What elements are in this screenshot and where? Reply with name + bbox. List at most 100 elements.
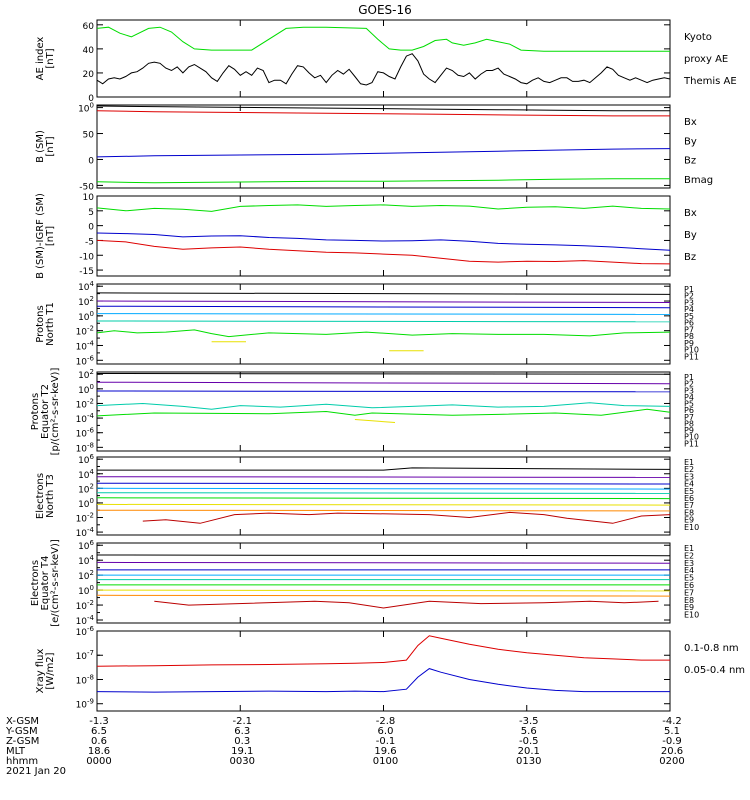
panel-frame [96,630,671,712]
legend-entry: By [684,136,697,147]
legend-entry: P6 [684,319,694,328]
legend-entry: E9 [684,603,694,612]
y-tick-label: 10-6 [76,427,95,440]
y-axis-label: [W/m2] [45,652,56,689]
y-tick-label: 10-2 [76,512,94,525]
series-line-by [96,178,670,184]
series-line-bx [96,232,671,251]
series-line-by [96,204,671,212]
y-tick-label: 100 [78,584,94,597]
series-line-e7 [96,589,671,592]
y-tick-label: 102 [78,295,94,308]
legend-entry: P11 [684,352,699,361]
legend-entry: P11 [684,439,699,448]
legend-entry: E1 [684,544,694,553]
position-value: 19.6 [374,746,396,757]
y-tick-label: 20 [83,70,95,80]
y-tick-label: 10-8 [76,673,94,686]
y-axis-label: Xray flux [35,649,46,694]
position-value: 0030 [230,756,255,767]
legend-entry: E6 [684,494,694,503]
legend-entry: E4 [684,566,694,575]
y-axis-label: B (SM)-IGRF (SM) [35,193,46,279]
y-tick-label: 10-4 [76,412,95,425]
series-line-e9 [142,511,671,524]
series-line-p6 [96,329,671,338]
legend-entry: E3 [684,559,694,568]
legend-entry: P5 [684,312,694,321]
y-axis-label: [nT] [45,226,56,246]
y-tick-label: -50 [79,182,94,192]
y-tick-label: 10-4 [76,526,95,539]
legend-entry: Bx [684,208,697,219]
position-value: -2.8 [376,716,396,727]
legend-entry: Bz [684,252,696,263]
legend-entry: P1 [684,285,694,294]
legend-entry: E1 [684,458,694,467]
legend-entry: P8 [684,332,694,341]
legend-entry: E8 [684,596,694,605]
legend-entry: P5 [684,400,694,409]
y-axis-label: North T1 [45,302,56,346]
position-row-label: hhmm [6,756,38,767]
y-axis-label: Equator T2 [40,384,51,439]
y-tick-label: 10-9 [76,698,94,711]
series-line-p2 [96,381,671,385]
legend-entry: P7 [684,413,694,422]
legend-entry: P10 [684,346,699,355]
legend-entry: P4 [684,305,694,314]
legend-entry: proxy AE [684,54,728,65]
legend-entry: 0.05-0.4 nm [684,665,745,676]
panel-frame [96,283,671,365]
y-tick-label: 10-7 [76,649,94,662]
position-value: 5.1 [664,726,680,737]
legend-entry: P2 [684,292,694,301]
series-line-e3 [96,482,671,485]
y-tick-label: 102 [78,368,94,381]
series-line-e5 [96,492,671,494]
series-line-p7 [354,419,396,423]
position-row-label: Y-GSM [5,726,38,737]
legend-entry: P9 [684,426,694,435]
y-tick-label: 50 [83,131,95,141]
series-line-bz [96,110,670,117]
legend-entry: E7 [684,588,694,597]
panel-frame [96,104,671,189]
y-axis-label: B (SM) [35,130,46,163]
date-label: 2021 Jan 20 [6,766,66,777]
legend-entry: Bz [684,156,696,167]
y-axis-label: [e/(cm²-s-sr-keV)] [50,539,61,627]
legend-entry: P4 [684,393,694,402]
position-value: 0200 [659,756,684,767]
series-line-e8 [96,509,671,512]
position-value: 0100 [373,756,398,767]
legend-entry: P6 [684,406,694,415]
legend-entry: Bmag [684,175,713,186]
legend-entry: P3 [684,386,694,395]
series-line-e2 [96,476,671,478]
y-tick-label: 10-4 [76,339,95,352]
legend-entry: E4 [684,480,694,489]
position-value: 19.1 [231,746,253,757]
series-line-p3 [96,390,671,393]
position-value: 0000 [86,756,111,767]
legend-entry: Themis AE [683,76,737,87]
position-value: 6.3 [234,726,250,737]
series-line-e6 [96,497,671,500]
legend-entry: P10 [684,433,699,442]
y-tick-label: 40 [83,46,95,56]
position-value: -0.9 [662,736,682,747]
legend-entry: Kyoto [684,32,712,43]
legend-entry: P9 [684,339,694,348]
y-tick-label: 100 [78,497,94,510]
series-line-p5 [96,402,671,410]
series-line-bx [96,148,671,158]
position-value: 0.6 [91,736,107,747]
legend-entry: P8 [684,419,694,428]
position-value: 20.6 [661,746,683,757]
legend-entry: Bx [684,117,697,128]
position-value: -3.5 [519,716,539,727]
position-value: 6.0 [378,726,394,737]
legend-entry: E6 [684,581,694,590]
